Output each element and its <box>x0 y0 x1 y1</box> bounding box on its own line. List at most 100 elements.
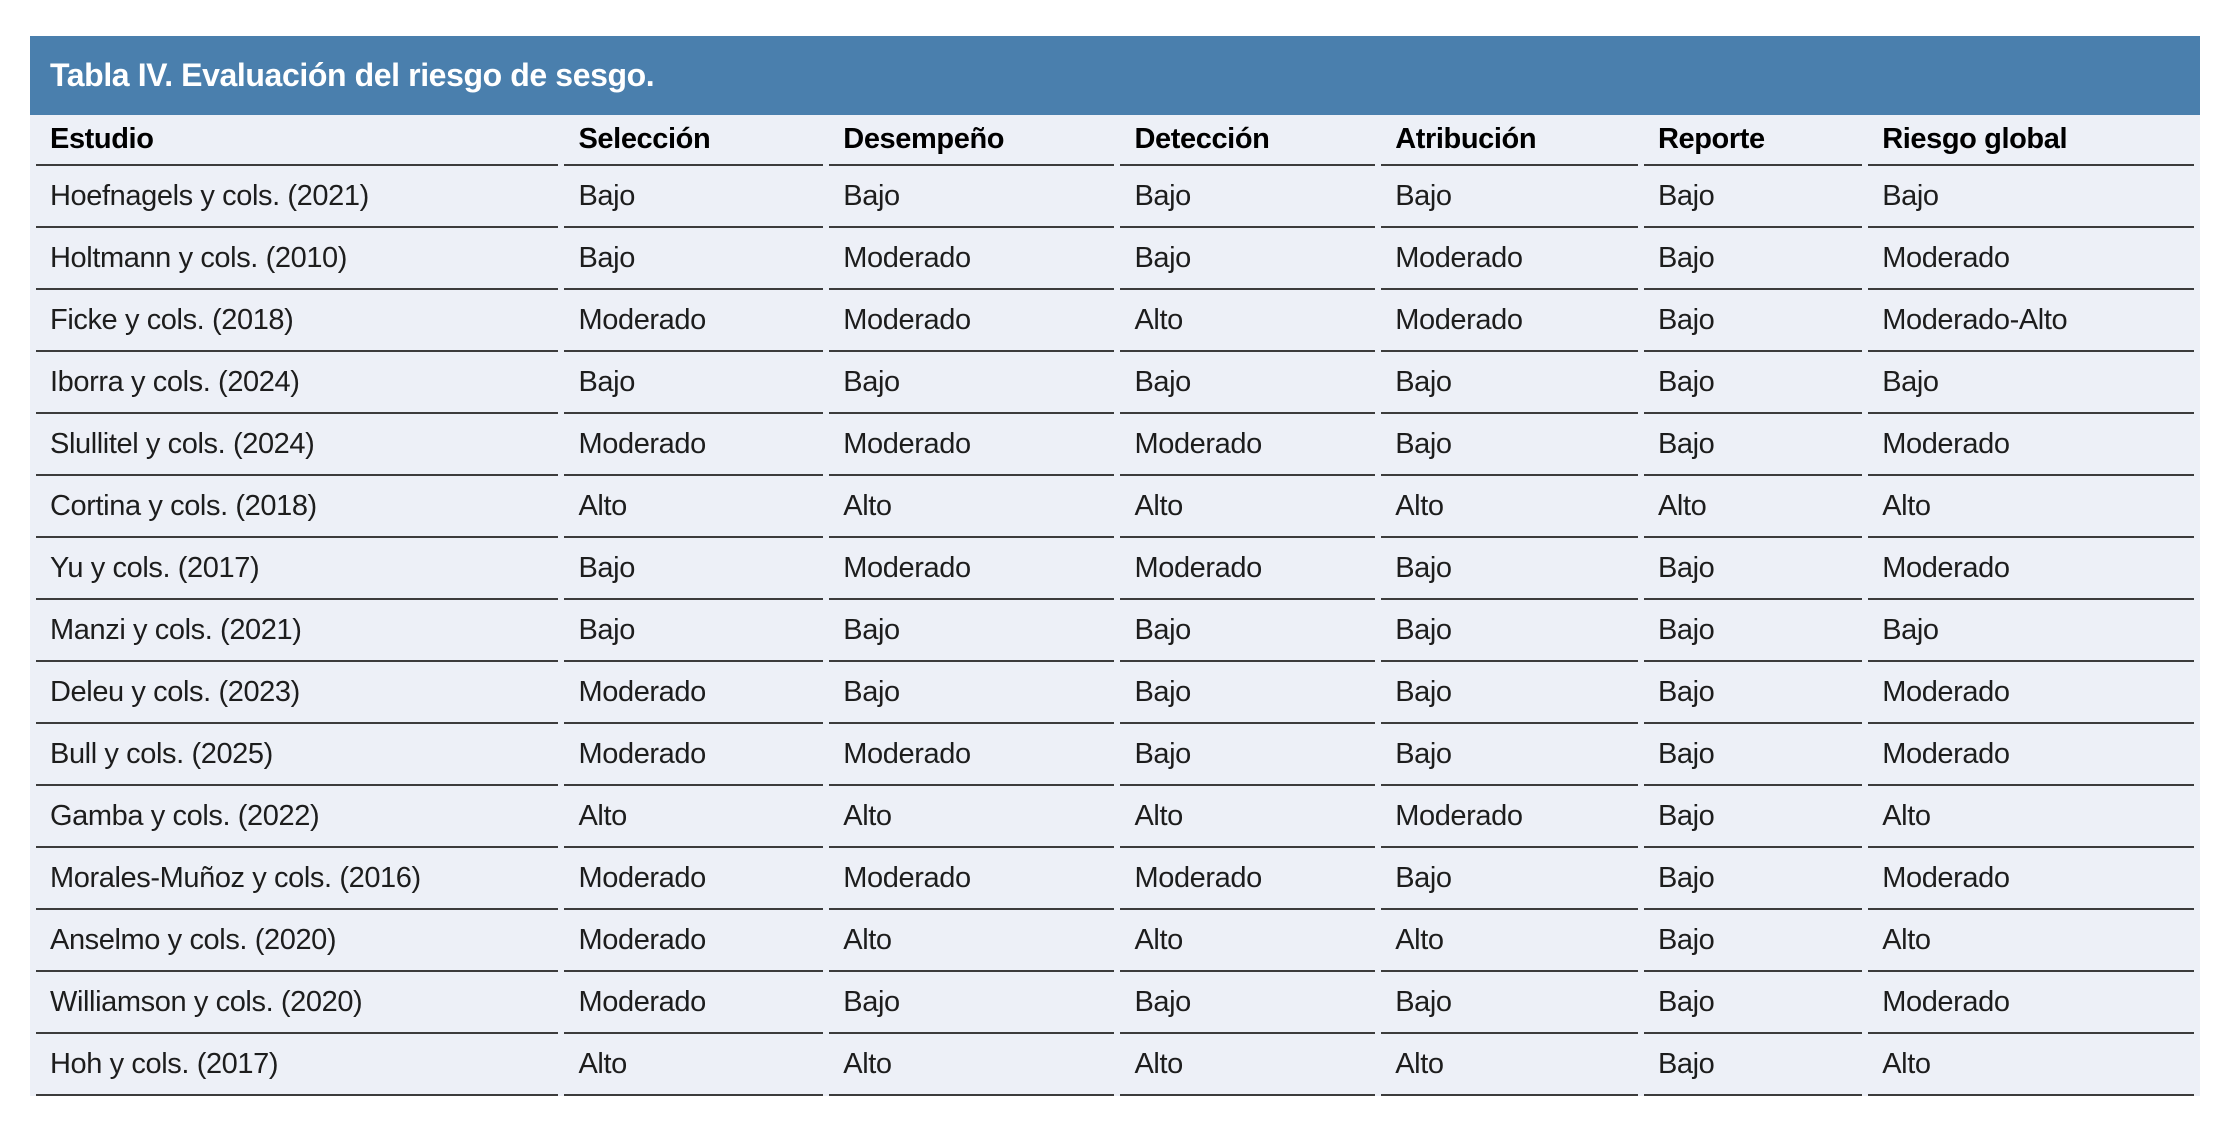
study-cell: Hoefnagels y cols. (2021) <box>36 166 559 228</box>
table-caption: Tabla IV. Evaluación del riesgo de sesgo… <box>30 36 2200 115</box>
table-row: Ficke y cols. (2018) Moderado Moderado Alto… <box>36 290 2194 352</box>
table-row: Slullitel y cols. (2024) Moderado Moderado… <box>36 414 2194 476</box>
study-cell: Iborra y cols. (2024) <box>36 352 559 414</box>
study-cell: Anselmo y cols. (2020) <box>36 910 559 972</box>
rating-cell: Bajo <box>1120 600 1376 662</box>
table-row: Anselmo y cols. (2020) Moderado Alto Alto Al… <box>36 910 2194 972</box>
rating-cell: Bajo <box>1120 972 1376 1034</box>
rating-cell: Alto <box>1381 1034 1638 1096</box>
rating-cell: Bajo <box>829 352 1115 414</box>
rating-cell: Moderado <box>1381 228 1638 290</box>
rating-cell: Moderado <box>1381 290 1638 352</box>
rating-cell: Moderado <box>1868 538 2194 600</box>
rating-cell: Moderado <box>1868 414 2194 476</box>
rating-cell: Bajo <box>1643 538 1863 600</box>
rating-cell: Bajo <box>1381 662 1638 724</box>
column-header: Estudio <box>36 115 559 166</box>
rating-cell: Moderado <box>1120 848 1376 910</box>
rating-cell: Moderado <box>564 724 824 786</box>
rating-cell: Moderado <box>1120 414 1376 476</box>
table-row: Bull y cols. (2025) Moderado Moderado Bajo B… <box>36 724 2194 786</box>
rating-cell: Alto <box>564 476 824 538</box>
rating-cell: Bajo <box>1120 228 1376 290</box>
rating-cell: Bajo <box>1120 662 1376 724</box>
rating-cell: Bajo <box>829 972 1115 1034</box>
rating-cell: Bajo <box>1643 1034 1863 1096</box>
rating-cell: Moderado <box>564 848 824 910</box>
rating-cell: Bajo <box>564 538 824 600</box>
rating-cell: Bajo <box>1643 290 1863 352</box>
table-row: Hoefnagels y cols. (2021) Bajo Bajo Bajo Baj… <box>36 166 2194 228</box>
rating-cell: Bajo <box>1381 972 1638 1034</box>
rating-cell: Bajo <box>829 600 1115 662</box>
rating-cell: Bajo <box>1381 538 1638 600</box>
rating-cell: Bajo <box>829 662 1115 724</box>
rating-cell: Alto <box>1381 476 1638 538</box>
study-cell: Slullitel y cols. (2024) <box>36 414 559 476</box>
table-row: Gamba y cols. (2022) Alto Alto Alto Moderado… <box>36 786 2194 848</box>
rating-cell: Alto <box>1120 910 1376 972</box>
rating-cell: Bajo <box>1381 600 1638 662</box>
rating-cell: Alto <box>1868 476 2194 538</box>
rating-cell: Alto <box>1868 786 2194 848</box>
rating-cell: Moderado <box>564 290 824 352</box>
rating-cell: Bajo <box>1643 662 1863 724</box>
study-cell: Yu y cols. (2017) <box>36 538 559 600</box>
rating-cell: Moderado <box>1381 786 1638 848</box>
rating-cell: Moderado <box>829 414 1115 476</box>
rating-cell: Bajo <box>1643 848 1863 910</box>
table-row: Cortina y cols. (2018) Alto Alto Alto Alto Al… <box>36 476 2194 538</box>
rating-cell: Bajo <box>564 228 824 290</box>
rating-cell: Bajo <box>1643 724 1863 786</box>
rating-cell: Bajo <box>564 600 824 662</box>
rating-cell: Moderado <box>564 662 824 724</box>
rating-cell: Bajo <box>1643 352 1863 414</box>
rating-cell: Alto <box>829 476 1115 538</box>
rating-cell: Moderado <box>829 228 1115 290</box>
rating-cell: Alto <box>1120 786 1376 848</box>
rating-cell: Bajo <box>1643 414 1863 476</box>
rating-cell: Bajo <box>1643 910 1863 972</box>
risk-of-bias-table: Tabla IV. Evaluación del riesgo de sesgo… <box>30 36 2200 1096</box>
rating-cell: Bajo <box>1868 600 2194 662</box>
rating-cell: Bajo <box>1381 166 1638 228</box>
rating-cell: Moderado-Alto <box>1868 290 2194 352</box>
column-header: Reporte <box>1643 115 1863 166</box>
study-cell: Hoh y cols. (2017) <box>36 1034 559 1096</box>
table-row: Hoh y cols. (2017) Alto Alto Alto Alto Bajo Al… <box>36 1034 2194 1096</box>
rating-cell: Moderado <box>564 910 824 972</box>
column-header: Detección <box>1120 115 1376 166</box>
rating-cell: Moderado <box>1868 848 2194 910</box>
rating-cell: Moderado <box>829 290 1115 352</box>
rating-cell: Bajo <box>1643 600 1863 662</box>
rating-cell: Alto <box>829 910 1115 972</box>
rating-cell: Moderado <box>1868 972 2194 1034</box>
study-cell: Morales-Muñoz y cols. (2016) <box>36 848 559 910</box>
column-header: Atribución <box>1381 115 1638 166</box>
column-header: Desempeño <box>829 115 1115 166</box>
rating-cell: Moderado <box>564 972 824 1034</box>
rating-cell: Bajo <box>564 352 824 414</box>
rating-cell: Alto <box>1381 910 1638 972</box>
rating-cell: Moderado <box>564 414 824 476</box>
rating-cell: Alto <box>564 786 824 848</box>
study-cell: Gamba y cols. (2022) <box>36 786 559 848</box>
rating-cell: Bajo <box>1868 166 2194 228</box>
rating-cell: Moderado <box>829 538 1115 600</box>
rating-cell: Bajo <box>1381 414 1638 476</box>
header-row: Estudio Selección Desempeño Detección Atribu… <box>36 115 2194 166</box>
rating-cell: Bajo <box>1643 786 1863 848</box>
data-table: Estudio Selección Desempeño Detección Atribu… <box>30 115 2200 1096</box>
study-cell: Williamson y cols. (2020) <box>36 972 559 1034</box>
rating-cell: Moderado <box>1868 662 2194 724</box>
table-row: Yu y cols. (2017) Bajo Moderado Moderado Baj… <box>36 538 2194 600</box>
rating-cell: Bajo <box>1120 166 1376 228</box>
study-cell: Holtmann y cols. (2010) <box>36 228 559 290</box>
rating-cell: Alto <box>829 786 1115 848</box>
rating-cell: Alto <box>1120 290 1376 352</box>
table-row: Manzi y cols. (2021) Bajo Bajo Bajo Bajo Bajo… <box>36 600 2194 662</box>
rating-cell: Alto <box>1868 910 2194 972</box>
rating-cell: Bajo <box>1643 972 1863 1034</box>
rating-cell: Bajo <box>1868 352 2194 414</box>
rating-cell: Bajo <box>1381 848 1638 910</box>
